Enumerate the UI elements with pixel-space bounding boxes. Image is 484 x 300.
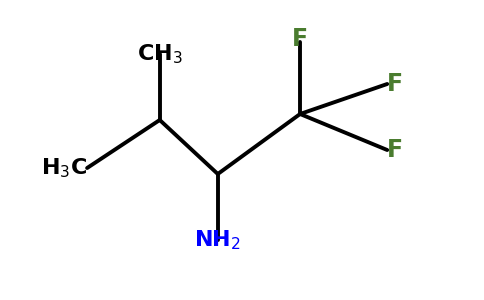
Text: F: F <box>292 27 308 51</box>
Text: H$_3$C: H$_3$C <box>41 156 87 180</box>
Text: CH$_3$: CH$_3$ <box>137 42 182 66</box>
Text: NH$_2$: NH$_2$ <box>194 228 242 252</box>
Text: F: F <box>387 138 403 162</box>
Text: F: F <box>387 72 403 96</box>
